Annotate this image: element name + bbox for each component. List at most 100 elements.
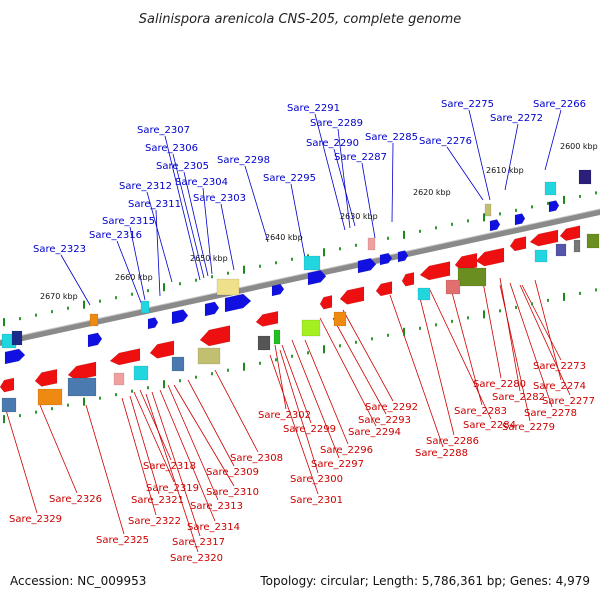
gene-label-forward: Sare_2275 — [441, 99, 494, 110]
tick-mark-upper — [179, 282, 181, 286]
gene-label-forward: Sare_2291 — [287, 103, 340, 114]
gene-feature — [397, 250, 409, 263]
gene-label-forward: Sare_2307 — [137, 125, 190, 136]
tick-mark-lower — [291, 354, 293, 358]
tick-mark-lower — [51, 407, 53, 411]
gene-feature — [489, 219, 501, 232]
gene-label-reverse: Sare_2313 — [190, 501, 243, 512]
kbp-label: 2640 kbp — [265, 233, 303, 242]
leader-line-forward — [183, 171, 209, 277]
tick-mark-upper — [163, 283, 165, 292]
leader-line-reverse — [167, 384, 219, 501]
gene-feature — [319, 295, 333, 310]
tick-mark-upper — [595, 191, 597, 195]
leader-line-reverse — [342, 309, 394, 402]
gene-label-reverse: Sare_2278 — [524, 408, 577, 419]
leader-line-reverse — [509, 282, 553, 408]
gene-label-reverse: Sare_2318 — [143, 461, 196, 472]
leader-line-reverse — [187, 379, 235, 467]
gene-feature — [224, 293, 252, 313]
gene-label-reverse: Sare_2283 — [454, 406, 507, 417]
leader-line-reverse — [534, 279, 562, 381]
tick-mark-lower — [131, 389, 133, 393]
gene-feature — [171, 356, 185, 372]
tick-mark-lower — [35, 410, 37, 414]
tick-mark-upper — [323, 248, 325, 257]
gene-feature — [548, 200, 560, 213]
leader-line-reverse — [417, 289, 455, 436]
tick-mark-lower — [243, 362, 245, 371]
tick-mark-upper — [339, 247, 341, 251]
gene-label-reverse: Sare_2297 — [311, 459, 364, 470]
tick-mark-lower — [435, 323, 437, 327]
reverse-gene-labels: Sare_2273Sare_2274Sare_2280Sare_2282Sare… — [9, 361, 595, 564]
gene-feature — [357, 257, 377, 274]
gene-label-reverse: Sare_2322 — [128, 516, 181, 527]
tick-mark-upper — [403, 230, 405, 239]
leader-line-reverse — [151, 391, 201, 537]
map-title: Salinispora arenicola CNS-205, complete … — [139, 12, 461, 27]
tick-mark-lower — [499, 309, 501, 313]
gene-feature — [11, 330, 23, 346]
tick-mark-lower — [579, 291, 581, 295]
kbp-labels: 2600 kbp 2610 kbp 2620 kbp 2630 kbp 2640 kbp… — [40, 142, 598, 301]
gene-label-forward: Sare_2312 — [119, 181, 172, 192]
gene-feature — [0, 377, 15, 393]
kbp-label: 2650 kbp — [190, 254, 228, 263]
gene-label-forward: Sare_2323 — [33, 244, 86, 255]
tick-mark-lower — [403, 327, 405, 336]
gene-label-reverse: Sare_2314 — [187, 522, 240, 533]
gene-label-reverse: Sare_2292 — [365, 402, 418, 413]
gene-feature — [303, 255, 321, 271]
tick-mark-lower — [147, 386, 149, 390]
tick-mark-upper — [227, 271, 229, 275]
gene-feature — [586, 233, 600, 249]
kbp-label: 2600 kbp — [560, 142, 598, 151]
tick-mark-lower — [531, 302, 533, 306]
leader-line-reverse — [279, 349, 319, 474]
gene-label-reverse: Sare_2302 — [258, 410, 311, 421]
topology-summary: Topology: circular; Length: 5,786,361 bp… — [259, 574, 590, 588]
tick-mark-upper — [67, 306, 69, 310]
gene-feature — [171, 309, 189, 325]
gene-feature — [307, 269, 327, 286]
leader-line-forward — [116, 240, 143, 306]
gene-feature — [529, 229, 559, 247]
tick-mark-upper — [19, 317, 21, 321]
tick-mark-lower — [323, 345, 325, 354]
gene-label-reverse: Sare_2274 — [533, 381, 586, 392]
tick-mark-upper — [483, 213, 485, 222]
gene-feature — [484, 203, 492, 217]
gene-label-reverse: Sare_2294 — [348, 427, 401, 438]
tick-mark-upper — [83, 300, 85, 309]
gene-label-forward: Sare_2298 — [217, 155, 270, 166]
gene-feature — [445, 279, 461, 295]
leader-line-reverse — [214, 369, 259, 453]
gene-feature — [555, 243, 567, 257]
tick-mark-lower — [419, 326, 421, 330]
gene-feature — [109, 348, 141, 366]
gene-feature — [273, 329, 281, 345]
tick-mark-lower — [83, 397, 85, 406]
gene-label-forward: Sare_2311 — [128, 199, 181, 210]
tick-mark-upper — [467, 219, 469, 223]
kbp-label: 2630 kbp — [340, 212, 378, 221]
tick-mark-upper — [387, 236, 389, 240]
leader-line-forward — [468, 109, 491, 201]
leader-line-forward — [544, 109, 562, 171]
gene-feature — [199, 325, 231, 347]
gene-label-reverse: Sare_2288 — [415, 448, 468, 459]
tick-mark-lower — [307, 351, 309, 355]
gene-label-forward: Sare_2306 — [145, 143, 198, 154]
gene-label-forward: Sare_2316 — [89, 230, 142, 241]
tick-mark-lower — [195, 375, 197, 379]
tick-mark-lower — [547, 298, 549, 302]
tick-mark-lower — [227, 368, 229, 372]
leader-line-reverse — [304, 339, 349, 445]
tick-mark-lower — [467, 316, 469, 320]
tick-mark-lower — [339, 344, 341, 348]
gene-feature — [534, 249, 548, 263]
tick-mark-lower — [19, 414, 21, 418]
tick-mark-upper — [291, 257, 293, 261]
leader-line-reverse — [332, 317, 387, 415]
